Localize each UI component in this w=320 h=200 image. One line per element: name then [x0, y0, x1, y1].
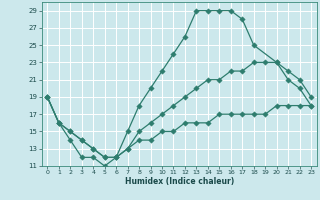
- X-axis label: Humidex (Indice chaleur): Humidex (Indice chaleur): [124, 177, 234, 186]
